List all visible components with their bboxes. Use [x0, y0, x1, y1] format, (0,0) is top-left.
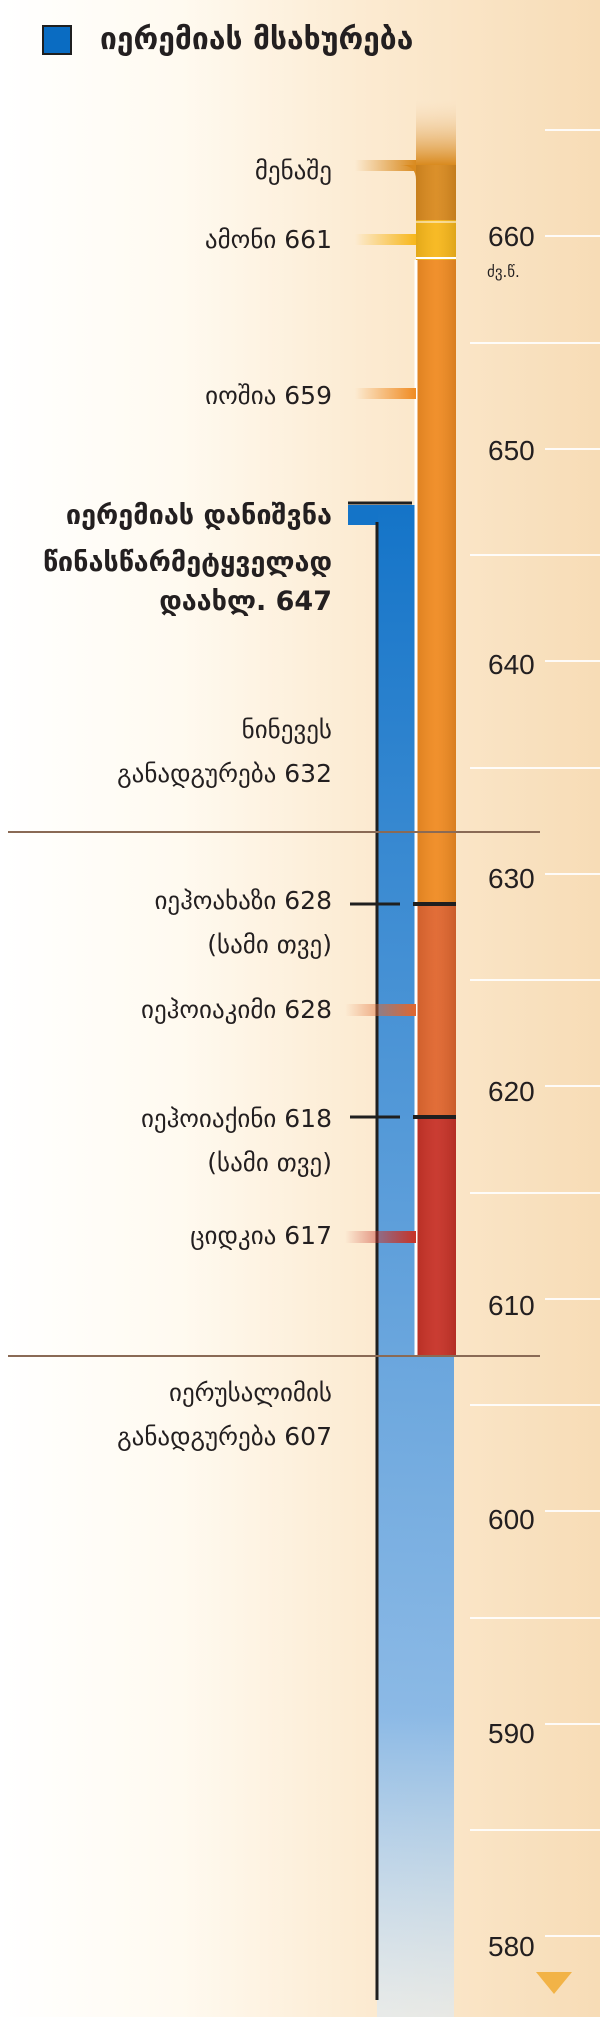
legend-label: იერემიას მსახურება [100, 22, 414, 57]
ministry-bar [345, 500, 378, 2017]
event-appointment-line1: იერემიას დანიშვნა [65, 500, 332, 531]
connector-zedekiah [345, 1231, 416, 1243]
tick-630: 630 [488, 863, 535, 894]
tick-580: 580 [488, 1931, 535, 1962]
tick-660: 660 [488, 221, 535, 252]
tick-590: 590 [488, 1718, 535, 1749]
event-jehoiakim: იეჰოიაკიმი 628 [141, 995, 332, 1024]
event-zedekiah: ციდკია 617 [190, 1221, 332, 1250]
down-arrow-icon [536, 1972, 572, 1994]
event-jehoahaz-line1: იეჰოახაზი 628 [154, 886, 332, 915]
event-nineveh-line2: განადგურება 632 [117, 759, 332, 788]
kings-bar [413, 165, 456, 1357]
event-jerusalem-line2: განადგურება 607 [117, 1422, 332, 1451]
event-amon: ამონი 661 [204, 225, 332, 254]
event-nineveh-line1: ნინევეს [241, 715, 332, 744]
legend-swatch [42, 25, 72, 55]
event-josiah: იოშია 659 [205, 381, 332, 410]
event-manasseh: მენაშე [254, 156, 332, 185]
tick-620: 620 [488, 1076, 535, 1107]
event-jehoiachin-line1: იეჰოიაქინი 618 [140, 1104, 332, 1133]
gridlines [470, 129, 600, 1937]
tick-600: 600 [488, 1504, 535, 1535]
connector-jehoiakim [345, 1004, 416, 1016]
tick-640: 640 [488, 649, 535, 680]
event-appointment-line2: წინასწარმეტყველად [42, 547, 332, 578]
event-appointment-line3: დაახლ. 647 [159, 586, 332, 617]
event-jerusalem-line1: იერუსალიმის [169, 1378, 332, 1407]
tick-610: 610 [488, 1290, 535, 1321]
event-jehoiachin-line2: (სამი თვე) [207, 1148, 332, 1177]
axis-unit: ძვ.წ. [487, 263, 520, 281]
tick-650: 650 [488, 435, 535, 466]
event-jehoahaz-line2: (სამი თვე) [207, 930, 332, 959]
connectors [345, 160, 416, 1243]
